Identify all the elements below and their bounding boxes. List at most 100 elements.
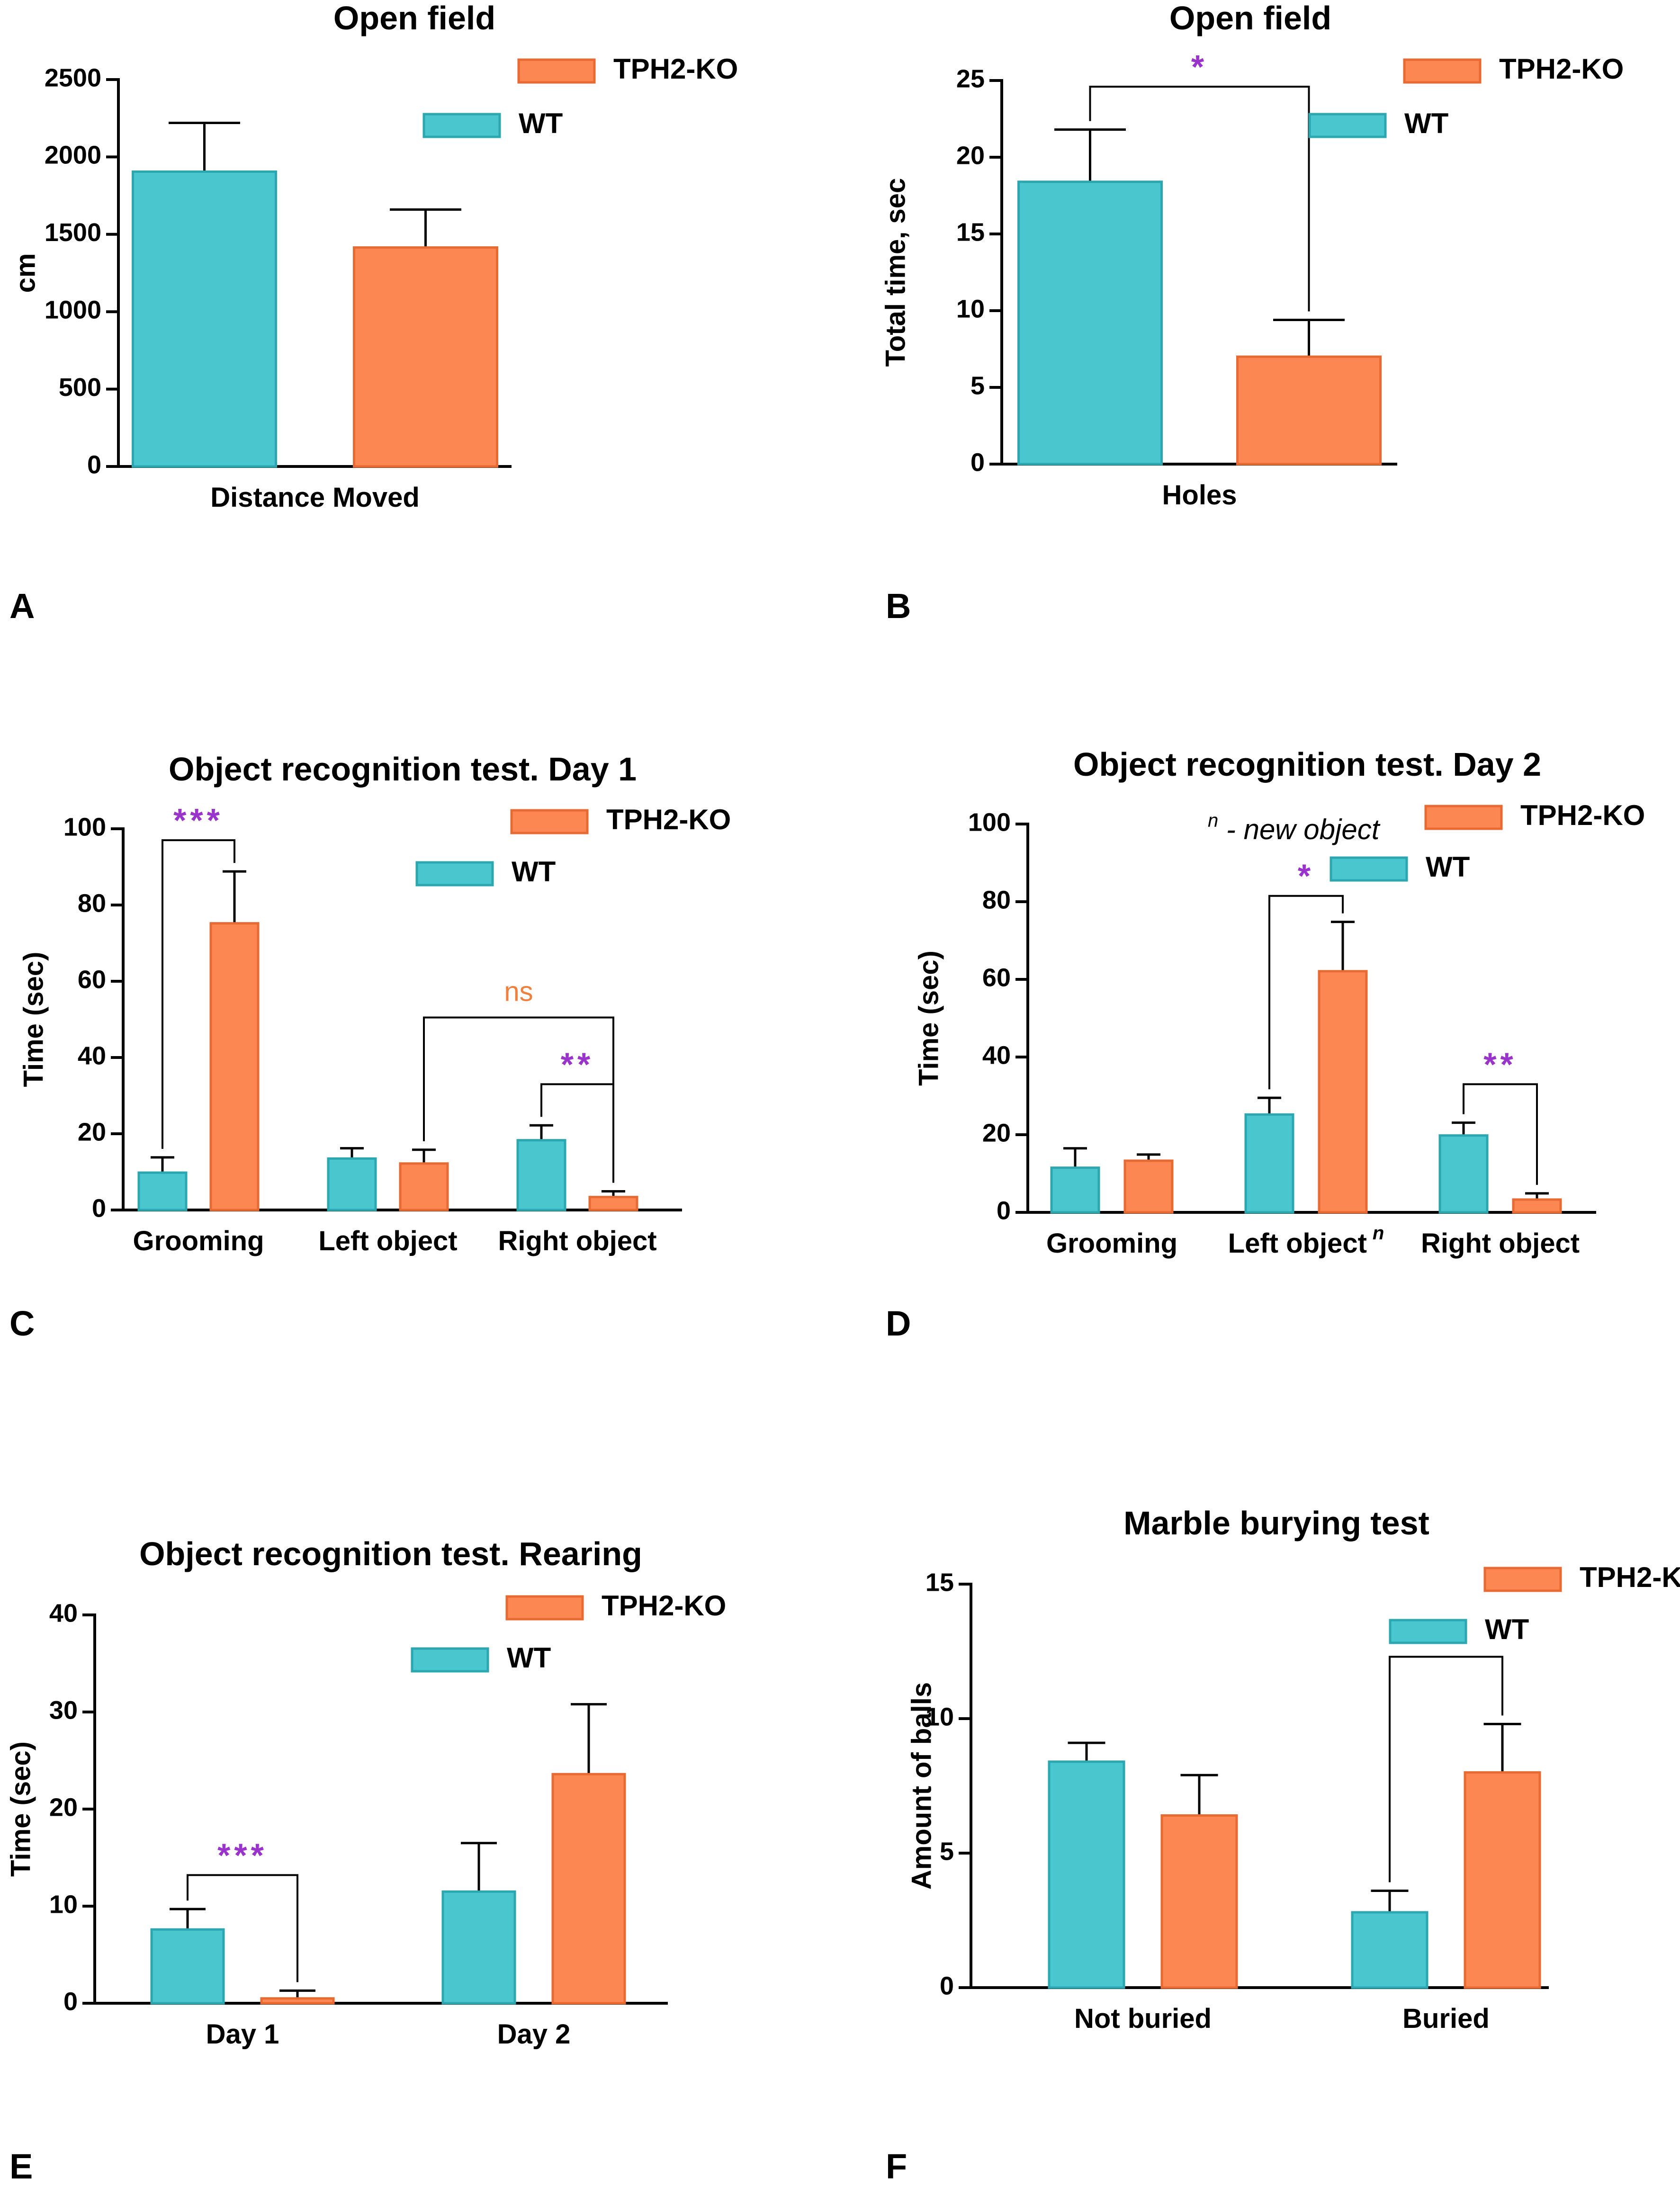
panel-label: C — [9, 1304, 35, 1343]
significance-label: * — [1191, 48, 1208, 85]
bar-wt — [1048, 1760, 1125, 1989]
y-tick-label: 5 — [970, 371, 985, 400]
significance-label: ns — [504, 976, 533, 1007]
x-tick-label: Left object — [318, 1226, 457, 1256]
y-tick-label: 40 — [982, 1041, 1011, 1069]
bar-wt — [327, 1157, 377, 1211]
y-tick-label: 20 — [956, 141, 985, 170]
bar-tph2-ko — [1236, 355, 1382, 466]
y-axis-label: Amount of balls — [906, 1682, 937, 1890]
significance-label: *** — [217, 1837, 268, 1873]
legend-label: WT — [1404, 108, 1448, 139]
bracket-line — [1389, 1656, 1503, 1882]
y-axis-label: Time (sec) — [5, 1741, 36, 1877]
significance-bracket: * — [1268, 858, 1344, 1090]
x-tick-label: Buried — [1402, 2003, 1490, 2034]
panel-label: E — [9, 2147, 33, 2186]
bar-tph2-ko — [209, 922, 260, 1211]
legend-label: WT — [512, 856, 556, 887]
legend-swatch-tph2-ko — [510, 809, 589, 834]
chart-title: Open field — [1169, 0, 1331, 36]
legend-swatch-tph2-ko — [517, 58, 596, 84]
bracket-line — [540, 1083, 614, 1183]
legend-swatch-tph2-ko — [1424, 805, 1503, 830]
x-tick-label: Distance Moved — [210, 482, 420, 513]
legend: TPH2-KO WT — [1389, 1561, 1680, 1645]
bar-wt — [516, 1139, 566, 1211]
note-text: - new object — [1218, 814, 1380, 845]
legend-swatch-tph2-ko — [1403, 58, 1482, 84]
bar-tph2-ko — [1464, 1771, 1541, 1989]
y-tick-label: 15 — [925, 1568, 954, 1596]
legend-swatch-tph2-ko — [1483, 1567, 1562, 1592]
chart-title: Marble burying test — [1123, 1505, 1429, 1542]
legend: TPH2-KO WT — [422, 53, 738, 139]
bar-wt — [137, 1171, 188, 1211]
legend-label: WT — [507, 1642, 551, 1674]
y-tick-label: 20 — [49, 1793, 78, 1821]
chart-title: Object recognition test. Day 1 — [169, 751, 637, 788]
bar-tph2-ko — [353, 246, 498, 468]
panel-label: D — [886, 1304, 911, 1343]
bar-wt — [1244, 1113, 1294, 1214]
y-tick-label: 0 — [970, 448, 985, 476]
bar-wt — [150, 1928, 225, 2005]
x-tick-superscript: n — [1373, 1223, 1384, 1244]
bracket-line — [162, 839, 235, 1149]
x-tick-label: Day 2 — [497, 2019, 571, 2050]
chart-title: Object recognition test. Rearing — [139, 1535, 642, 1572]
bar-wt — [132, 170, 277, 468]
y-tick-label: 20 — [982, 1119, 1011, 1147]
x-tick-label: Grooming — [1046, 1228, 1177, 1259]
bar-tph2-ko — [1123, 1159, 1174, 1214]
significance-bracket: ** — [1463, 1046, 1538, 1185]
legend-label: TPH2-KO — [606, 804, 731, 835]
y-tick-label: 0 — [87, 450, 101, 479]
y-axis-label: Time (sec) — [18, 952, 49, 1087]
y-tick-label: 10 — [925, 1703, 954, 1731]
bar-wt — [1050, 1166, 1100, 1214]
significance-label: ** — [1483, 1046, 1517, 1083]
y-tick-label: 0 — [92, 1194, 106, 1222]
bar-wt — [1351, 1911, 1428, 1989]
bar-tph2-ko — [588, 1196, 638, 1211]
legend: TPH2-KO WT — [415, 804, 731, 887]
panel-label: F — [886, 2147, 907, 2186]
bar-tph2-ko — [399, 1162, 449, 1211]
significance-bracket: ** — [540, 1046, 614, 1183]
y-tick-label: 0 — [940, 1972, 954, 2000]
y-tick-label: 100 — [63, 813, 106, 841]
legend-swatch-wt — [1330, 856, 1408, 882]
legend-swatch-tph2-ko — [505, 1595, 584, 1621]
chart-title: Open field — [333, 0, 495, 36]
y-tick-label: 40 — [78, 1041, 106, 1070]
legend-label: TPH2-KO — [602, 1590, 726, 1622]
panel-f: Marble burying test F Amount of balls 0 5 10 1… — [886, 1505, 1680, 2186]
significance-label: ** — [561, 1046, 594, 1083]
panel-e: Object recognition test. Rearing E Time (s… — [5, 1535, 726, 2186]
legend-swatch-wt — [415, 861, 494, 887]
x-tick-label: Day 1 — [206, 2019, 279, 2050]
y-tick-label: 30 — [49, 1696, 78, 1724]
y-axis-label: Total time, sec — [880, 178, 911, 367]
significance-bracket: *** — [162, 802, 235, 1149]
legend-label: TPH2-KO — [613, 53, 738, 85]
bracket-line — [187, 1874, 298, 1982]
note-superscript: n — [1208, 810, 1218, 831]
y-tick-label: 15 — [956, 218, 985, 246]
y-tick-label: 2000 — [45, 141, 101, 170]
bar-tph2-ko — [1160, 1814, 1238, 1989]
bar-tph2-ko — [1512, 1198, 1562, 1214]
legend-label: WT — [1485, 1613, 1529, 1645]
legend: TPH2-KO WT — [1308, 53, 1624, 139]
y-tick-label: 80 — [982, 886, 1011, 914]
y-tick-label: 10 — [49, 1890, 78, 1918]
panel-d: Object recognition test. Day 2 D Time (sec… — [886, 746, 1645, 1343]
legend-swatch-wt — [1389, 1619, 1467, 1644]
bar-tph2-ko — [260, 1997, 335, 2005]
y-tick-label: 1500 — [45, 218, 101, 247]
panel-label: B — [886, 586, 911, 626]
legend: TPH2-KO WT — [1330, 799, 1645, 883]
legend-label: TPH2-KO — [1520, 799, 1645, 831]
panel-b: Open field B Total time, sec 0 5 10 15 20 25 Hole… — [880, 0, 1624, 626]
